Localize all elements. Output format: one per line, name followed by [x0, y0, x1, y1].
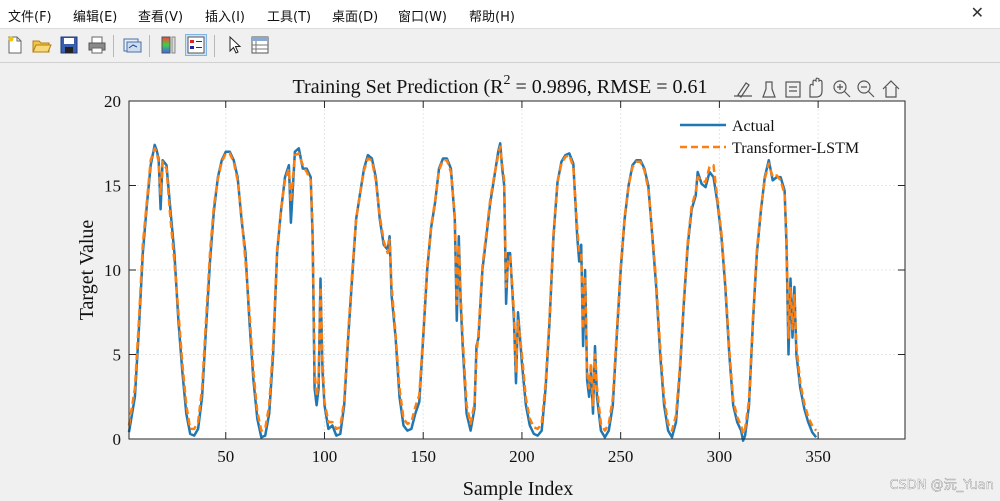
y-tick-label: 15	[104, 177, 121, 196]
print-icon[interactable]	[86, 34, 108, 56]
x-tick-label: 300	[707, 447, 733, 466]
link-plot-icon[interactable]	[121, 34, 143, 56]
menu-insert[interactable]: 插入(I)	[205, 10, 245, 25]
watermark: CSDN @沅_Yuan	[889, 478, 994, 493]
edit-plot-arrow-icon[interactable]	[223, 34, 245, 56]
data-tips-icon[interactable]	[762, 81, 776, 98]
menu-view[interactable]: 查看(V)	[138, 10, 184, 25]
chart-title: Training Set Prediction (R2 = 0.9896, RM…	[293, 73, 708, 98]
home-icon[interactable]	[882, 80, 900, 98]
x-tick-label: 350	[805, 447, 831, 466]
chart-title-superscript: 2	[503, 73, 510, 88]
menu-window[interactable]: 窗口(W)	[398, 10, 447, 25]
series-line-transformer-lstm	[127, 145, 818, 436]
menu-file[interactable]: 文件(F)	[8, 10, 52, 25]
brush-icon[interactable]	[734, 82, 752, 98]
x-tick-label: 250	[608, 447, 634, 466]
property-inspector-icon[interactable]	[249, 34, 271, 56]
x-tick-label: 50	[217, 447, 234, 466]
toolbar-separator	[149, 35, 150, 57]
zoom-in-icon[interactable]	[833, 80, 851, 98]
series-layer	[127, 142, 818, 442]
chart-title-rest: = 0.9896, RMSE = 0.61	[510, 76, 707, 98]
menu-bar: 文件(F) 编辑(E) 查看(V) 插入(I) 工具(T) 桌面(D) 窗口(W…	[0, 0, 1000, 29]
figure-toolbar	[0, 29, 1000, 63]
menu-desktop[interactable]: 桌面(D)	[332, 10, 379, 25]
x-tick-label: 200	[509, 447, 535, 466]
y-tick-label: 10	[104, 261, 121, 280]
legend-label-actual: Actual	[732, 118, 775, 135]
menu-help[interactable]: 帮助(H)	[469, 10, 515, 25]
y-axis-label: Target Value	[76, 220, 98, 321]
menu-tools[interactable]: 工具(T)	[267, 10, 312, 25]
insert-colorbar-icon[interactable]	[157, 34, 179, 56]
x-axis-label: Sample Index	[463, 478, 574, 500]
toolbar-separator	[214, 35, 215, 57]
close-icon[interactable]: ✕	[970, 3, 984, 22]
legend: Actual Transformer-LSTM	[680, 118, 859, 157]
y-tick-label: 0	[113, 430, 122, 449]
ticks: 50 100 150 200 250 300 350 0 5 10 15 20	[104, 92, 905, 466]
legend-label-transformer-lstm: Transformer-LSTM	[732, 140, 859, 157]
y-tick-label: 20	[104, 92, 121, 111]
new-figure-icon[interactable]	[4, 34, 26, 56]
pan-hand-icon[interactable]	[809, 77, 823, 98]
open-file-icon[interactable]	[30, 34, 52, 56]
restore-view-icon[interactable]	[785, 81, 801, 98]
y-tick-label: 5	[113, 346, 122, 365]
x-tick-label: 150	[410, 447, 436, 466]
chart-title-main: Training Set Prediction (R	[293, 76, 505, 98]
zoom-out-icon[interactable]	[857, 80, 875, 98]
axes-toolbar	[734, 77, 900, 98]
figure-canvas: 50 100 150 200 250 300 350 0 5 10 15 20 Training Se…	[0, 63, 1000, 501]
x-tick-label: 100	[312, 447, 338, 466]
toolbar-separator	[113, 35, 114, 57]
insert-legend-icon[interactable]	[185, 34, 207, 56]
save-icon[interactable]	[58, 34, 80, 56]
menu-edit[interactable]: 编辑(E)	[73, 10, 118, 25]
